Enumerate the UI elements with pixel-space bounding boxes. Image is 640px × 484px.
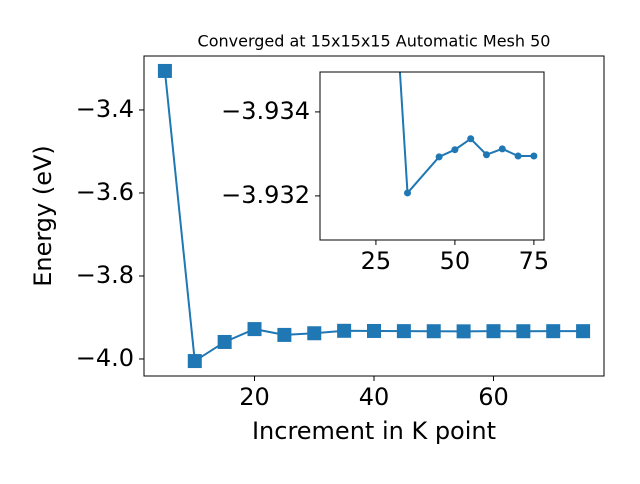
data-marker (456, 324, 471, 339)
data-marker (337, 323, 352, 338)
x-tick-label: 60 (478, 383, 509, 411)
data-marker (396, 324, 411, 339)
chart-title: Converged at 15x15x15 Automatic Mesh 50 (198, 32, 551, 51)
y-tick-label: −3.934 (221, 97, 310, 125)
data-marker (277, 327, 292, 342)
data-marker (157, 63, 172, 78)
data-marker (435, 153, 443, 161)
data-marker (404, 189, 412, 197)
x-tick-label: 25 (361, 247, 392, 275)
data-marker (482, 151, 490, 159)
x-axis-label: Increment in K point (252, 417, 496, 445)
y-tick-label: −3.6 (76, 178, 134, 206)
axes-frame (143, 55, 605, 377)
y-tick-label: −4.0 (76, 344, 134, 372)
x-tick-label: 40 (359, 383, 390, 411)
y-tick-label: −3.4 (76, 95, 134, 123)
data-marker (426, 324, 441, 339)
data-marker (367, 323, 381, 338)
data-marker (514, 152, 522, 160)
data-marker (307, 326, 322, 341)
y-tick-label: −3.8 (76, 261, 134, 289)
data-marker (467, 135, 475, 143)
data-marker (486, 324, 501, 339)
data-marker (576, 324, 591, 339)
data-marker (530, 152, 538, 160)
data-marker (516, 324, 531, 339)
y-tick-label: −3.932 (221, 181, 310, 209)
x-tick-label: 75 (519, 247, 550, 275)
data-marker (498, 145, 506, 153)
axes-frame (319, 71, 545, 241)
data-marker (187, 354, 202, 369)
data-marker (217, 334, 232, 349)
plot-area (398, 72, 538, 197)
data-marker (451, 146, 459, 154)
y-axis-label: Energy (eV) (29, 145, 57, 287)
plot-area (157, 63, 591, 369)
data-marker (247, 322, 262, 337)
data-marker (546, 324, 561, 339)
inset-background (320, 72, 544, 240)
x-tick-label: 50 (440, 247, 471, 275)
x-tick-label: 20 (239, 383, 270, 411)
